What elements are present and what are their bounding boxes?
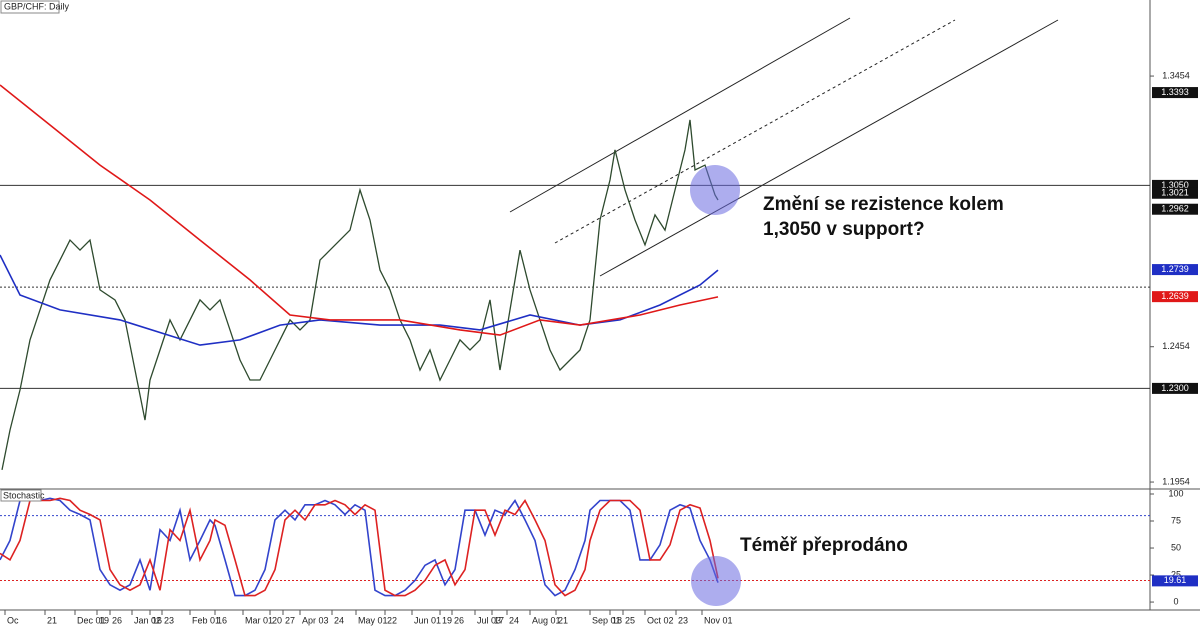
price-label: 1.2300 <box>1161 383 1189 393</box>
x-tick-label: Feb 01 <box>192 615 220 625</box>
price-label-box <box>1152 187 1198 199</box>
highlight-circle <box>690 165 740 215</box>
x-tick-label: May 01 <box>358 615 388 625</box>
x-tick-label: 19 <box>99 615 109 625</box>
y-tick-label: 100 <box>1168 488 1183 498</box>
y-tick-label: 75 <box>1171 515 1181 525</box>
x-tick-label: 16 <box>217 615 227 625</box>
price-label-box <box>1152 179 1198 191</box>
price-label-box <box>1152 87 1198 99</box>
price-label-box <box>1152 382 1198 394</box>
x-tick-label: Jul 03 <box>477 615 501 625</box>
title-box <box>0 489 42 502</box>
x-tick-label: 25 <box>625 615 635 625</box>
x-tick-label: Sep 01 <box>592 615 621 625</box>
price-label-box <box>1152 575 1198 587</box>
annotation: Změní se rezistence kolem <box>763 194 1004 215</box>
price-label-box <box>1152 203 1198 215</box>
x-tick-label: 27 <box>285 615 295 625</box>
price-label: 1.3050 <box>1161 180 1189 190</box>
panel-title: Stochastic <box>3 490 45 500</box>
price-label: 1.2962 <box>1161 204 1189 214</box>
x-tick-label: Jun 01 <box>414 615 441 625</box>
price-label: 1.2739 <box>1161 264 1189 274</box>
y-tick-label: 1.3454 <box>1162 70 1190 80</box>
chart-title: GBP/CHF: Daily <box>4 1 70 11</box>
y-tick-label: 1.2454 <box>1162 341 1190 351</box>
x-tick-label: Apr 03 <box>302 615 329 625</box>
price-label-box <box>1152 291 1198 303</box>
x-tick-label: Jan 02 <box>134 615 161 625</box>
channel-line <box>509 17 851 213</box>
x-tick-label: 24 <box>334 615 344 625</box>
x-tick-label: 18 <box>612 615 622 625</box>
price-label: 1.3393 <box>1161 87 1189 97</box>
series-line <box>0 254 719 346</box>
price-label: 19.61 <box>1164 575 1187 585</box>
y-tick-label: 1.1954 <box>1162 476 1190 486</box>
x-tick-label: Nov 01 <box>704 615 733 625</box>
x-tick-label: 19 <box>442 615 452 625</box>
y-tick-label: 0 <box>1173 596 1178 606</box>
y-tick-label: 25 <box>1171 569 1181 579</box>
x-tick-label: 21 <box>558 615 568 625</box>
x-tick-label: Oc <box>7 615 19 625</box>
x-tick-label: 16 <box>152 615 162 625</box>
channel-mid <box>554 19 956 244</box>
price-label-box <box>1152 264 1198 276</box>
x-tick-label: 23 <box>164 615 174 625</box>
x-tick-label: 20 <box>272 615 282 625</box>
price-label: 1.2639 <box>1161 291 1189 301</box>
title-box <box>0 0 60 14</box>
annotation: 1,3050 v support? <box>763 219 925 240</box>
x-tick-label: 26 <box>454 615 464 625</box>
series-line <box>1 119 719 471</box>
annotation: Téměř přeprodáno <box>740 535 908 556</box>
x-tick-label: 17 <box>494 615 504 625</box>
x-tick-label: 22 <box>387 615 397 625</box>
x-tick-label: 24 <box>509 615 519 625</box>
y-tick-label: 50 <box>1171 542 1181 552</box>
series-line <box>0 497 719 597</box>
x-tick-label: Aug 01 <box>532 615 561 625</box>
highlight-circle <box>691 556 741 606</box>
x-tick-label: 23 <box>678 615 688 625</box>
series-line <box>0 497 719 597</box>
x-tick-label: 26 <box>112 615 122 625</box>
series-line <box>0 84 719 336</box>
x-tick-label: 21 <box>47 615 57 625</box>
x-tick-label: Dec 01 <box>77 615 106 625</box>
price-label: 1.3021 <box>1161 188 1189 198</box>
x-tick-label: Mar 01 <box>245 615 273 625</box>
channel-line <box>599 19 1059 277</box>
x-tick-label: Oct 02 <box>647 615 674 625</box>
